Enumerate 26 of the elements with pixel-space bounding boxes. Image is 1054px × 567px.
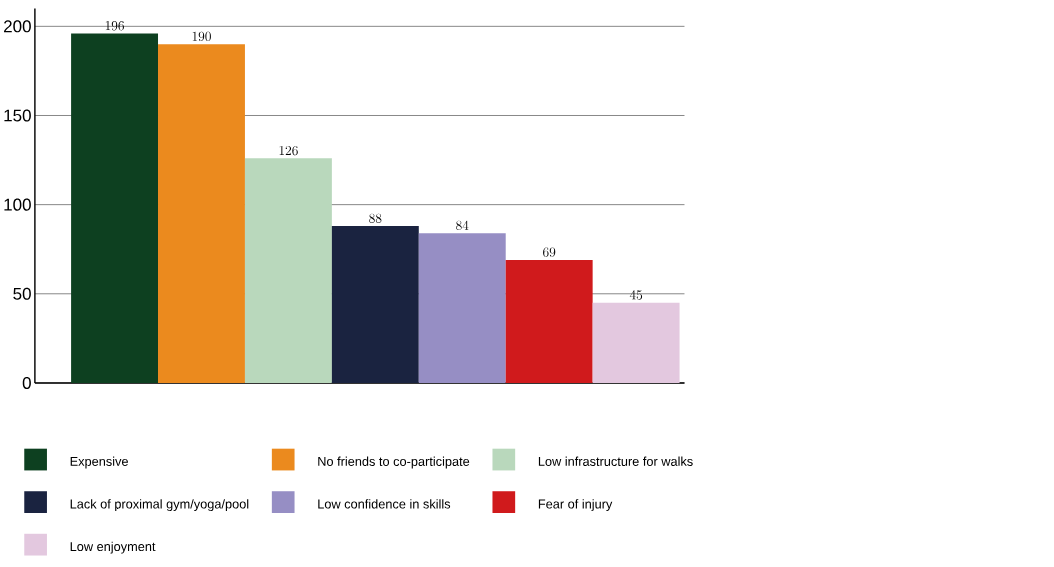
bar (244, 158, 332, 383)
legend-label: Expensive (70, 456, 128, 469)
y-tick-label: 100 (4, 198, 31, 211)
data-label: 196 (105, 20, 124, 31)
bar (71, 33, 159, 383)
legend-label: Low confidence in skills (318, 498, 451, 509)
y-tick-label: 0 (22, 376, 31, 389)
legend-label: Low enjoyment (70, 541, 156, 554)
bar (158, 44, 245, 383)
bar (331, 225, 419, 383)
y-tick-label: 150 (4, 109, 31, 122)
bar (418, 233, 506, 383)
data-label: 84 (456, 220, 469, 230)
data-label: 45 (629, 290, 643, 300)
legend-label: Low infrastructure for walks (538, 456, 693, 466)
y-tick-label: 50 (13, 287, 31, 300)
data-label: 190 (192, 31, 211, 41)
bar (505, 259, 593, 383)
legend-label: Lack of proximal gym/yoga/pool (70, 498, 249, 511)
data-label: 88 (369, 213, 382, 223)
data-label: 126 (279, 145, 298, 156)
legend-label: No friends to co-participate (318, 456, 470, 469)
y-tick-label: 200 (4, 20, 31, 33)
data-label: 69 (543, 247, 556, 257)
legend-label: Fear of injury (538, 498, 613, 511)
bar (592, 302, 680, 383)
